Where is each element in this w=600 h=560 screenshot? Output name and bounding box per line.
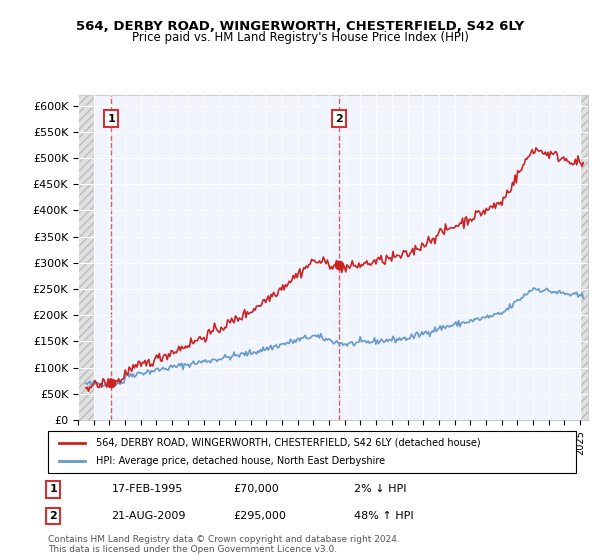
Text: 2: 2	[49, 511, 57, 521]
Text: Price paid vs. HM Land Registry's House Price Index (HPI): Price paid vs. HM Land Registry's House …	[131, 31, 469, 44]
Text: £70,000: £70,000	[233, 484, 278, 494]
Text: HPI: Average price, detached house, North East Derbyshire: HPI: Average price, detached house, Nort…	[95, 456, 385, 466]
Bar	[78, 95, 94, 420]
Text: 48% ↑ HPI: 48% ↑ HPI	[354, 511, 414, 521]
Text: 17-FEB-1995: 17-FEB-1995	[112, 484, 183, 494]
Text: Contains HM Land Registry data © Crown copyright and database right 2024.
This d: Contains HM Land Registry data © Crown c…	[48, 535, 400, 554]
Text: 2: 2	[335, 114, 343, 124]
Text: 21-AUG-2009: 21-AUG-2009	[112, 511, 186, 521]
Text: 564, DERBY ROAD, WINGERWORTH, CHESTERFIELD, S42 6LY: 564, DERBY ROAD, WINGERWORTH, CHESTERFIE…	[76, 20, 524, 32]
Text: £295,000: £295,000	[233, 511, 286, 521]
Text: 1: 1	[49, 484, 57, 494]
Text: 1: 1	[107, 114, 115, 124]
Bar	[580, 95, 588, 420]
Text: 2% ↓ HPI: 2% ↓ HPI	[354, 484, 407, 494]
FancyBboxPatch shape	[48, 431, 576, 473]
Text: 564, DERBY ROAD, WINGERWORTH, CHESTERFIELD, S42 6LY (detached house): 564, DERBY ROAD, WINGERWORTH, CHESTERFIE…	[95, 438, 480, 448]
